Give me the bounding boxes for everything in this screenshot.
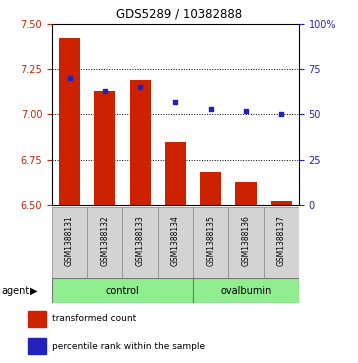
Bar <box>87 207 122 278</box>
Text: percentile rank within the sample: percentile rank within the sample <box>52 342 205 351</box>
Point <box>67 75 72 81</box>
Bar <box>94 91 115 205</box>
Text: GSM1388132: GSM1388132 <box>100 216 109 266</box>
Point <box>243 108 249 114</box>
Bar <box>228 207 263 278</box>
Bar <box>52 278 193 303</box>
Point <box>173 99 178 105</box>
Bar <box>130 80 151 205</box>
Point <box>137 84 143 90</box>
Bar <box>158 207 193 278</box>
Bar <box>263 207 299 278</box>
Text: GSM1388133: GSM1388133 <box>136 216 145 266</box>
Text: control: control <box>106 286 139 296</box>
Text: ▶: ▶ <box>30 286 38 296</box>
Bar <box>193 278 299 303</box>
Text: GSM1388135: GSM1388135 <box>206 216 215 266</box>
Text: GDS5289 / 10382888: GDS5289 / 10382888 <box>116 7 242 20</box>
Text: transformed count: transformed count <box>52 314 136 323</box>
Bar <box>200 172 221 205</box>
Point <box>102 88 108 94</box>
Bar <box>28 311 45 327</box>
Text: GSM1388131: GSM1388131 <box>65 216 74 266</box>
Bar <box>28 338 45 354</box>
Bar <box>271 201 292 205</box>
Text: ovalbumin: ovalbumin <box>220 286 272 296</box>
Point <box>279 111 284 117</box>
Text: GSM1388136: GSM1388136 <box>242 216 251 266</box>
Bar <box>59 38 80 205</box>
Point <box>208 106 214 112</box>
Bar <box>236 182 257 205</box>
Bar <box>122 207 158 278</box>
Text: GSM1388134: GSM1388134 <box>171 216 180 266</box>
Text: agent: agent <box>2 286 30 296</box>
Bar <box>165 142 186 205</box>
Text: GSM1388137: GSM1388137 <box>277 216 286 266</box>
Bar <box>193 207 228 278</box>
Bar <box>52 207 87 278</box>
